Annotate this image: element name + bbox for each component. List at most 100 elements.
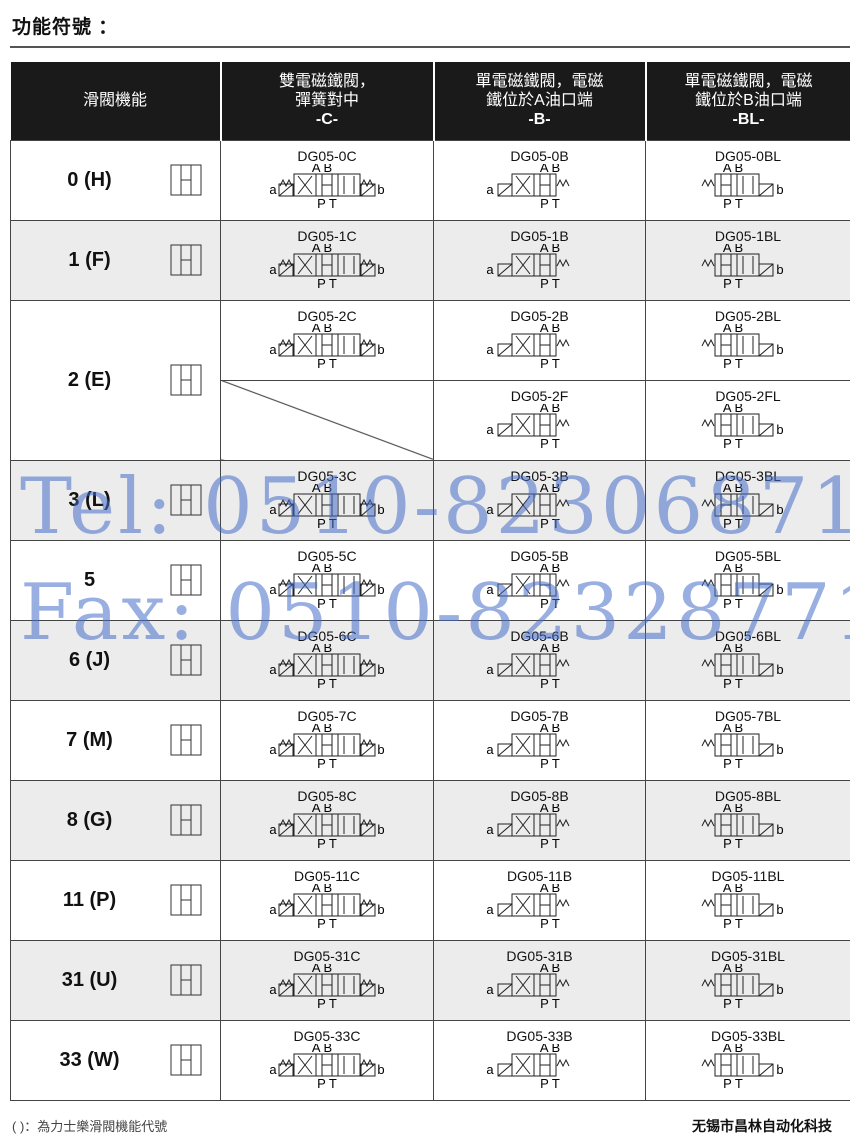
spool-function-icon [170, 1044, 201, 1076]
port-pt-label: P T [723, 996, 743, 1011]
solenoid-a-label: a [486, 182, 494, 197]
port-ab-label: A B [539, 964, 559, 975]
valve-symbol: b A B P T [701, 484, 784, 531]
spool-function-icon [170, 884, 201, 916]
port-ab-label: A B [312, 724, 332, 735]
model-number: DG05-31C [293, 947, 361, 964]
model-cell: DG05-2C a b A B P T [220, 299, 434, 381]
company-name: 无锡市昌林自动化科技 [692, 1118, 832, 1134]
function-code: 8 (G) [66, 808, 113, 831]
valve-symbol: b A B P T [701, 404, 784, 451]
port-ab-label: A B [723, 164, 743, 175]
page-title: 功能符號 ： [12, 17, 119, 38]
port-ab-label: A B [723, 964, 743, 975]
port-ab-label: A B [312, 484, 332, 495]
port-pt-label: P T [317, 836, 337, 851]
port-pt-label: P T [317, 276, 337, 291]
solenoid-b-label: b [377, 982, 384, 997]
port-ab-label: A B [539, 484, 559, 495]
valve-symbol: b A B P T [701, 564, 784, 611]
port-ab-label: A B [723, 804, 743, 815]
model-cell: DG05-7C a b A B P T [220, 699, 434, 781]
solenoid-b-label: b [776, 502, 783, 517]
port-ab-label: A B [539, 324, 559, 335]
port-ab-label: A B [723, 244, 743, 255]
spool-function-cell: 0 (H) [10, 139, 221, 221]
empty-cell [220, 379, 434, 461]
model-number: DG05-7B [510, 707, 569, 724]
table-row: DG05-2F a A B P T DG05-2FL b A B P T [11, 379, 850, 461]
port-pt-label: P T [723, 1076, 743, 1091]
port-pt-label: P T [317, 756, 337, 771]
port-pt-label: P T [540, 276, 560, 291]
port-pt-label: P T [540, 756, 560, 771]
port-pt-label: P T [317, 356, 337, 371]
solenoid-a-label: a [269, 342, 277, 357]
model-number: DG05-3C [297, 467, 357, 484]
port-pt-label: P T [317, 1076, 337, 1091]
solenoid-a-label: a [269, 902, 277, 917]
solenoid-a-label: a [486, 502, 494, 517]
model-number: DG05-2C [297, 307, 357, 324]
model-cell: DG05-8C a b A B P T [220, 779, 434, 861]
model-cell: DG05-0BL b A B P T [645, 139, 850, 221]
solenoid-a-label: a [269, 262, 277, 277]
solenoid-b-label: b [377, 262, 384, 277]
solenoid-a-label: a [486, 822, 494, 837]
function-code: 3 (L) [68, 488, 111, 511]
valve-symbol: a A B P T [486, 404, 569, 451]
model-cell: DG05-8BL b A B P T [645, 779, 850, 861]
header-double-solenoid: 雙電磁鐵閥， 彈簧對中 -C- [219, 62, 434, 140]
model-cell: DG05-8B a A B P T [433, 779, 646, 861]
port-pt-label: P T [723, 516, 743, 531]
spool-function-icon [170, 164, 201, 196]
solenoid-b-label: b [776, 1062, 783, 1077]
solenoid-a-label: a [486, 662, 494, 677]
solenoid-b-label: b [377, 822, 384, 837]
port-pt-label: P T [317, 676, 337, 691]
valve-symbol: a A B P T [486, 644, 569, 691]
solenoid-b-label: b [377, 182, 384, 197]
model-cell: DG05-6BL b A B P T [645, 619, 850, 701]
model-cell: DG05-2FL b A B P T [645, 379, 850, 461]
port-ab-label: A B [539, 884, 559, 895]
spool-function-cell: 6 (J) [10, 619, 221, 701]
solenoid-a-label: a [486, 982, 494, 997]
function-symbol-table: 滑閥機能 雙電磁鐵閥， 彈簧對中 -C- 單電磁鐵閥，電磁 鐵位於A油口端 -B- 單電… [10, 62, 850, 1101]
valve-symbol: a b A B P T [269, 804, 384, 851]
model-number: DG05-11BL [711, 867, 785, 884]
solenoid-a-label: a [269, 582, 277, 597]
solenoid-b-label: b [776, 182, 783, 197]
spool-function-icon [170, 644, 201, 676]
function-code: 0 (H) [67, 168, 112, 191]
model-number: DG05-7BL [714, 707, 782, 724]
spool-function-icon [170, 484, 201, 516]
function-code: 5 [83, 568, 96, 591]
port-ab-label: A B [723, 884, 743, 895]
valve-symbol: b A B P T [701, 324, 784, 371]
model-cell: DG05-7BL b A B P T [645, 699, 850, 781]
model-number: DG05-31B [506, 947, 573, 964]
solenoid-a-label: a [269, 822, 277, 837]
valve-symbol: a A B P T [486, 564, 569, 611]
solenoid-b-label: b [377, 342, 384, 357]
port-ab-label: A B [539, 164, 559, 175]
port-pt-label: P T [540, 596, 560, 611]
port-pt-label: P T [540, 516, 560, 531]
model-number: DG05-2FL [715, 387, 781, 404]
port-ab-label: A B [539, 564, 559, 575]
solenoid-a-label: a [486, 902, 494, 917]
port-pt-label: P T [540, 996, 560, 1011]
spool-function-icon [170, 564, 201, 596]
model-number: DG05-33C [293, 1027, 361, 1044]
header-single-solenoid-a: 單電磁鐵閥，電磁 鐵位於A油口端 -B- [432, 62, 646, 140]
port-pt-label: P T [723, 836, 743, 851]
solenoid-a-label: a [269, 182, 277, 197]
model-cell: DG05-7B a A B P T [433, 699, 646, 781]
model-number: DG05-8BL [714, 787, 782, 804]
solenoid-a-label: a [486, 582, 494, 597]
port-ab-label: A B [312, 884, 332, 895]
